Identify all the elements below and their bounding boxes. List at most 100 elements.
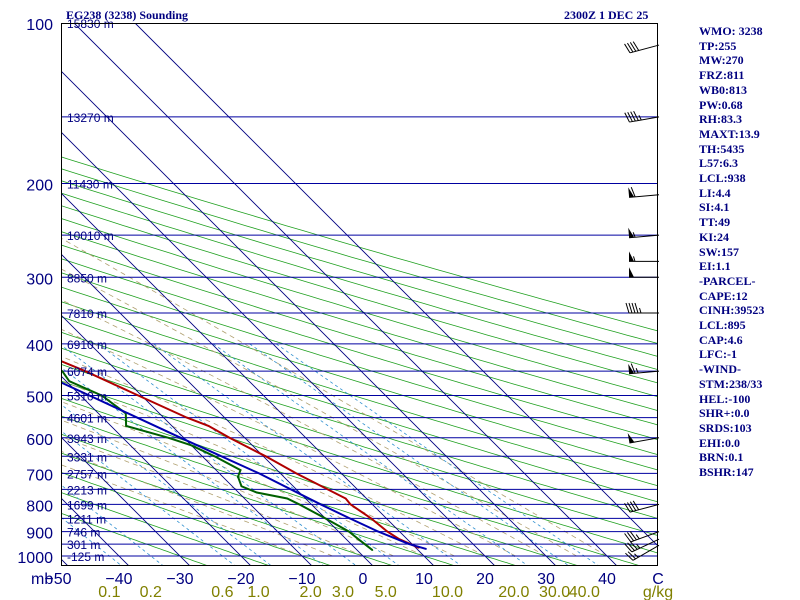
dry-adiabat-line [61, 180, 658, 357]
mixing-ratio-line [213, 343, 529, 566]
wind-barb-feather [632, 500, 640, 511]
isotherm-line [61, 436, 191, 566]
wind-barb-feather [630, 363, 636, 374]
wind-barb-feather [625, 302, 630, 314]
height-label: 11430 m [67, 177, 113, 191]
isotherm-line [0, 23, 8, 567]
dewpoint-point [324, 517, 327, 520]
wind-barb-feather [627, 542, 635, 551]
dry-adiabat-line [61, 347, 658, 536]
mixing-ratio-label: 0.1 [98, 584, 120, 600]
wind-barb [628, 186, 660, 198]
wind-barb-half-feather [635, 367, 639, 374]
temperature-unit-label: C [652, 571, 664, 588]
dewpoint-point [24, 360, 26, 362]
isotherm-line [61, 131, 496, 566]
wind-barb-feather [627, 111, 633, 122]
mixing-ratio-label: 5.0 [375, 584, 397, 600]
index-item: -PARCEL- [699, 273, 756, 288]
index-item: BRN:0.1 [699, 450, 744, 465]
wind-barb-half-feather [638, 115, 642, 121]
index-item: KI:24 [699, 229, 729, 244]
wind-barb-feather [629, 541, 638, 550]
mixing-ratio-label: 0.6 [211, 584, 233, 600]
temperature-point [349, 503, 352, 506]
height-label: 6074 m [67, 365, 107, 379]
mixing-ratio-line [61, 366, 325, 566]
index-item: SHR+:0.0 [699, 406, 750, 421]
temperature-tick-label: −40 [105, 571, 132, 588]
temperature-tick-label: 10 [415, 571, 433, 588]
plot-frame [61, 23, 658, 566]
dry-adiabat-line [61, 168, 658, 344]
mixing-ratio-label: 1.0 [247, 584, 269, 600]
wind-barb-feather [629, 501, 637, 511]
height-label: 13270 m [67, 111, 114, 125]
temperature-tick-label: −30 [166, 571, 193, 588]
parcel-point [408, 543, 410, 545]
dry-adiabat-line [61, 156, 658, 332]
height-label: 3943 m [67, 432, 107, 446]
mixing-ratio-line [61, 403, 273, 566]
wind-barb [627, 433, 660, 444]
mixing-ratio-label: 3.0 [332, 584, 354, 600]
index-item: LCL:895 [699, 318, 746, 333]
dry-adiabat-line [61, 512, 210, 566]
index-item: CINH:39523 [699, 303, 765, 318]
height-label: 6910 m [67, 338, 107, 352]
index-item: CAP:4.6 [699, 332, 743, 347]
wind-barb-staff [630, 531, 660, 543]
wind-barb [624, 531, 660, 543]
mixing-ratio-unit: g/kg [643, 584, 673, 600]
isotherm-line [61, 558, 69, 566]
sounding-title: EG238 (3238) Sounding [66, 8, 189, 22]
dewpoint-point [255, 491, 258, 494]
mixing-ratio-label: 2.0 [300, 584, 322, 600]
dewpoint-point [298, 503, 300, 506]
index-item: CAPE:12 [699, 288, 748, 303]
dry-adiabat-line [61, 272, 658, 456]
moist-adiabat-line [61, 355, 486, 557]
dewpoint-point [348, 530, 350, 533]
height-label: 8850 m [67, 271, 107, 285]
dry-adiabat-line [61, 331, 658, 519]
temperature-tick-label: 20 [476, 571, 494, 588]
mixing-ratio-label: 20.0 [498, 584, 529, 600]
wind-barb [625, 544, 660, 561]
dry-adiabat-line [61, 301, 658, 487]
wind-barb [629, 267, 659, 278]
index-item: PW:0.68 [699, 97, 743, 112]
index-item: STM:238/33 [699, 376, 763, 391]
index-item: WB0:813 [699, 82, 747, 97]
temperature-tick-label: 40 [598, 571, 616, 588]
index-item: EHI:0.0 [699, 435, 741, 450]
wind-barb-pennant [628, 187, 635, 198]
wind-barb-feather [627, 502, 634, 512]
wind-barb-feather [624, 112, 630, 123]
dry-adiabat-line [61, 492, 272, 566]
pressure-unit-label: mb [31, 571, 53, 588]
index-item: LCL:938 [699, 171, 746, 186]
height-label: 1211 m [67, 512, 106, 526]
index-item: FRZ:811 [699, 68, 745, 83]
height-label: 2213 m [67, 483, 107, 497]
wind-barb-feather [625, 552, 634, 561]
parcel-point [179, 437, 182, 439]
mixing-ratio-label: 10.0 [432, 584, 463, 600]
dry-adiabat-line [61, 415, 519, 566]
wind-barb [625, 302, 659, 314]
mixing-ratio-line [275, 343, 600, 566]
wind-barb-staff [629, 116, 660, 123]
index-item: TT:49 [699, 215, 731, 230]
parcel-point [319, 503, 322, 506]
wind-barb-feather [629, 42, 637, 52]
wind-barb-feather [624, 543, 633, 553]
index-item: -WIND- [699, 362, 741, 377]
wind-barb-feather [624, 533, 632, 543]
index-item: TH:5435 [699, 141, 745, 156]
dry-adiabat-line [61, 218, 658, 398]
wind-barb-staff [629, 44, 660, 54]
wind-barb-half-feather [633, 256, 636, 262]
wind-barb-feather [624, 502, 631, 513]
temperature-point [370, 517, 372, 520]
